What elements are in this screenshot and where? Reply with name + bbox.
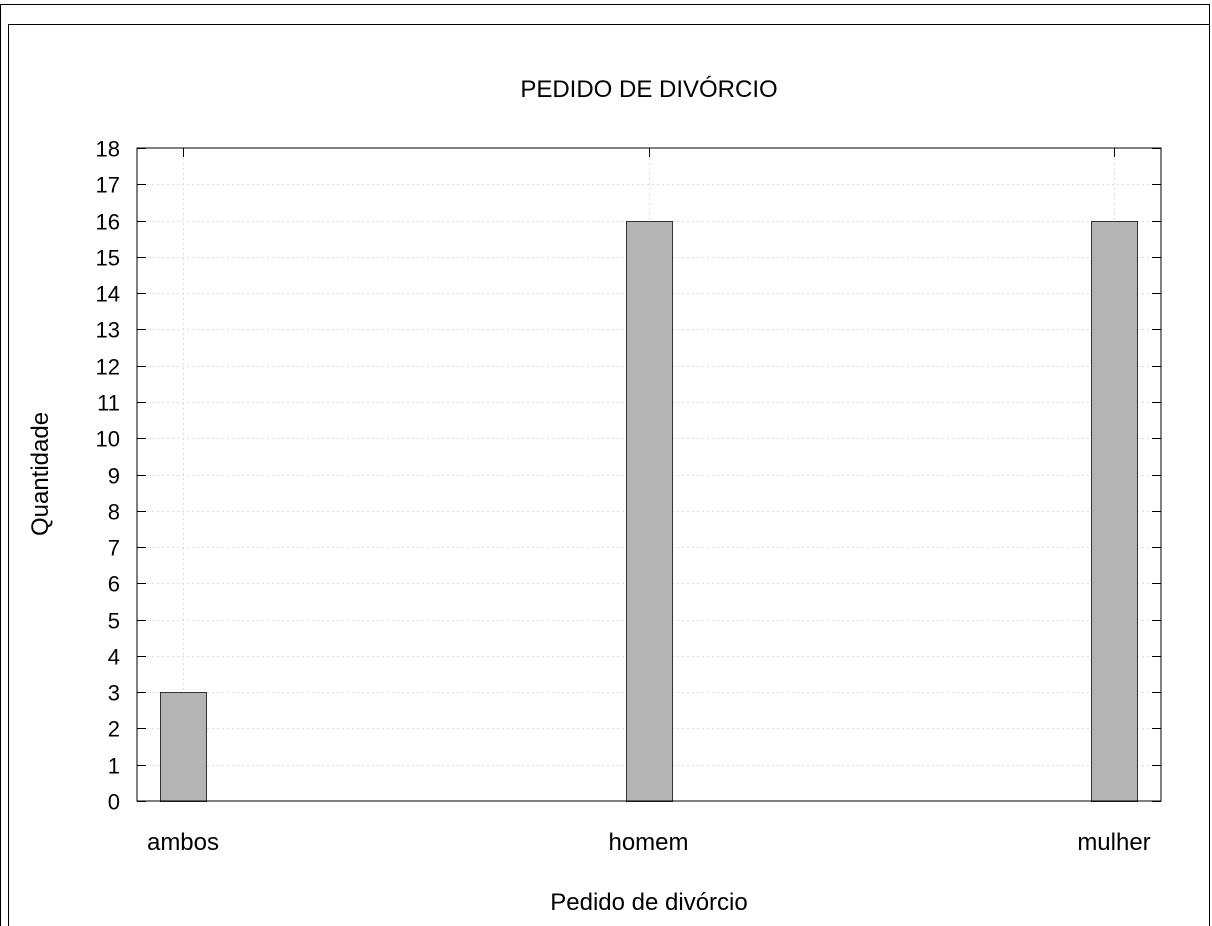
y-tick-label: 7 (108, 536, 120, 561)
y-tick-label: 6 (108, 572, 120, 597)
y-tick-label: 17 (96, 173, 120, 198)
y-tick-label: 15 (96, 246, 120, 271)
y-tick-label: 13 (96, 318, 120, 343)
y-tick-label: 8 (108, 500, 120, 525)
x-axis-label: Pedido de divórcio (550, 889, 747, 916)
y-tick-label: 12 (96, 355, 120, 380)
bar-homem (626, 221, 673, 802)
chart-title: PEDIDO DE DIVÓRCIO (520, 76, 777, 103)
x-category-label: homem (608, 829, 688, 856)
y-tick-label: 10 (96, 427, 120, 452)
y-tick-label: 18 (96, 137, 120, 162)
x-category-label: ambos (147, 829, 219, 856)
outer-frame (0, 4, 1210, 926)
inner-frame (8, 24, 1210, 926)
y-tick-label: 2 (108, 717, 120, 742)
x-category-label: mulher (1077, 829, 1150, 856)
y-tick-label: 1 (108, 754, 120, 779)
y-tick-label: 9 (108, 464, 120, 489)
y-tick-label: 4 (108, 645, 120, 670)
y-tick-label: 5 (108, 609, 120, 634)
y-tick-label: 3 (108, 681, 120, 706)
y-tick-label: 11 (97, 391, 120, 416)
x-category-labels: ambos homem mulher (147, 829, 1151, 856)
y-tick-label: 16 (96, 210, 120, 235)
y-tick-label: 14 (96, 282, 120, 307)
tick-marks (137, 148, 1161, 802)
bar-mulher (1091, 221, 1138, 802)
y-axis-label: Quantidade (27, 412, 54, 536)
y-tick-label: 0 (108, 790, 120, 815)
bar-ambos (160, 692, 207, 802)
bars (160, 221, 1138, 802)
